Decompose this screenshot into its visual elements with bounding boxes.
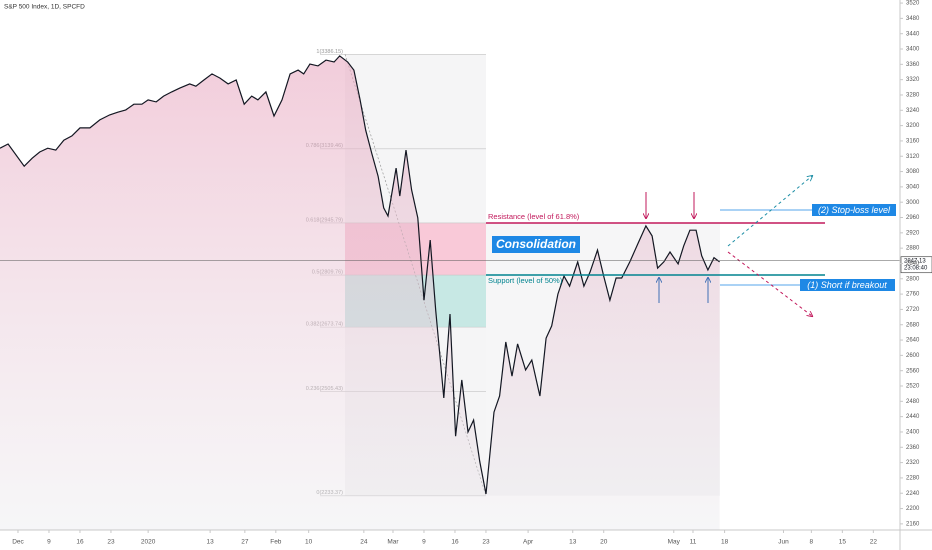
y-tick-label: 3440 — [906, 31, 920, 37]
x-tick-label: May — [668, 539, 681, 546]
y-tick-label: 2240 — [906, 491, 920, 497]
x-tick-label: 16 — [76, 539, 84, 546]
plot: 1(3386.15)0.786(3139.46)0.618(2945.79)0.… — [0, 49, 900, 531]
y-tick-label: 3240 — [906, 108, 920, 114]
price-line — [0, 55, 720, 495]
last-price-label: 2847.13 — [904, 258, 926, 264]
y-tick-label: 2640 — [906, 338, 920, 344]
x-tick-label: 22 — [870, 539, 878, 546]
x-tick-label: 24 — [360, 539, 368, 546]
x-tick-label: 13 — [207, 539, 215, 546]
y-tick-label: 3480 — [906, 16, 920, 22]
y-tick-label: 2560 — [906, 368, 920, 374]
x-tick-label: 9 — [47, 539, 51, 546]
x-tick-label: 16 — [451, 539, 459, 546]
short-label: (1) Short if breakout — [807, 280, 887, 290]
y-tick-label: 2480 — [906, 399, 920, 405]
short-box — [800, 279, 895, 291]
x-tick-label: 23 — [482, 539, 490, 546]
support-label: Support (level of 50%) — [488, 276, 563, 285]
breakout-up-arrow — [727, 176, 812, 247]
y-tick-label: 2400 — [906, 430, 920, 436]
y-tick-label: 2960 — [906, 215, 920, 221]
x-tick-label: 13 — [569, 539, 577, 546]
y-tick-label: 2200 — [906, 506, 920, 512]
y-tick-label: 3200 — [906, 123, 920, 129]
stop-loss-box — [812, 204, 896, 216]
y-tick-label: 3280 — [906, 93, 920, 99]
x-tick-label: 9 — [422, 539, 426, 546]
x-tick-label: Dec — [12, 539, 24, 546]
x-tick-label: 11 — [690, 539, 697, 546]
y-tick-label: 3360 — [906, 62, 920, 68]
y-tick-label: 3320 — [906, 77, 920, 83]
x-tick-label: 2020 — [141, 539, 156, 546]
y-tick-label: 2800 — [906, 276, 920, 282]
x-tick-label: Mar — [387, 539, 399, 546]
resistance-label: Resistance (level of 61.8%) — [488, 212, 580, 221]
y-tick-label: 3000 — [906, 200, 920, 206]
countdown-label: 23:08:40 — [904, 265, 928, 271]
x-tick-label: Apr — [523, 539, 534, 546]
x-tick-label: Jun — [778, 539, 789, 546]
y-tick-label: 2680 — [906, 322, 920, 328]
breakdown-arrow — [727, 251, 812, 316]
y-tick-label: 2760 — [906, 292, 920, 298]
last-price-tag — [900, 256, 932, 274]
x-tick-label: 27 — [241, 539, 249, 546]
chart-title: S&P 500 Index, 1D, SPCFD — [4, 4, 85, 11]
consolidation-box — [492, 236, 580, 253]
y-tick-label: 2160 — [906, 521, 920, 527]
y-tick-label: 2720 — [906, 307, 920, 313]
y-tick-label: 3520 — [906, 1, 920, 7]
consolidation-label: Consolidation — [496, 237, 576, 251]
price-area — [0, 55, 720, 531]
y-tick-label: 2920 — [906, 230, 920, 236]
fib-trend — [344, 54, 487, 496]
y-tick-label: 2280 — [906, 475, 920, 481]
y-tick-label: 3080 — [906, 169, 920, 175]
x-tick-label: 15 — [839, 539, 847, 546]
x-tick-label: 10 — [305, 539, 313, 546]
y-tick-label: 3120 — [906, 154, 920, 160]
y-tick-label: 2520 — [906, 384, 920, 390]
y-tick-label: 3160 — [906, 139, 920, 145]
y-tick-label: 2360 — [906, 445, 920, 451]
x-tick-label: Feb — [270, 539, 282, 546]
x-tick-label: 23 — [107, 539, 115, 546]
x-tick-label: 18 — [721, 539, 729, 546]
y-tick-label: 2440 — [906, 414, 920, 420]
x-tick-label: 20 — [600, 539, 608, 546]
stop-loss-label: (2) Stop-loss level — [818, 205, 891, 215]
y-tick-label: 2880 — [906, 246, 920, 252]
y-tick-label: 3400 — [906, 47, 920, 53]
y-tick-label: 2840 — [906, 261, 920, 267]
y-tick-label: 2320 — [906, 460, 920, 466]
y-tick-label: 2600 — [906, 353, 920, 359]
x-tick-label: 8 — [810, 539, 814, 546]
y-tick-label: 3040 — [906, 184, 920, 190]
fib-label: 1(3386.15) — [316, 49, 343, 55]
